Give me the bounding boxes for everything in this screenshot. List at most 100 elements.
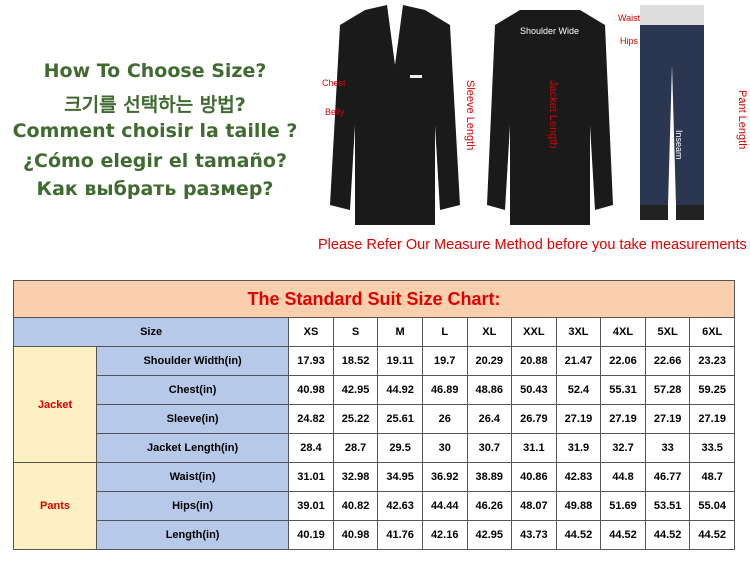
table-row: Length(in) 40.19 40.98 41.76 42.16 42.95 43.73…	[14, 520, 735, 550]
size-chart-table: The Standard Suit Size Chart: Size XS S M L X…	[12, 280, 735, 550]
table-cell: 25.22	[332, 404, 379, 434]
table-cell: 20.29	[466, 346, 513, 376]
row-label: Waist(in)	[95, 462, 290, 492]
table-cell: 38.89	[466, 462, 513, 492]
size-column-S: S	[332, 317, 379, 347]
table-cell: 17.93	[288, 346, 334, 376]
table-cell: 33	[644, 433, 691, 463]
table-cell: 41.76	[377, 520, 423, 550]
table-cell: 44.52	[644, 520, 691, 550]
table-cell: 21.47	[555, 346, 602, 376]
table-cell: 31.1	[511, 433, 557, 463]
size-column-5XL: 5XL	[644, 317, 691, 347]
table-row: Chest(in) 40.98 42.95 44.92 46.89 48.86 50.43 5…	[14, 375, 735, 405]
table-cell: 44.8	[600, 462, 646, 492]
table-cell: 29.5	[377, 433, 423, 463]
table-cell: 40.82	[332, 491, 379, 521]
table-cell: 49.88	[555, 491, 602, 521]
label-pant-length: Pant Length	[736, 90, 748, 150]
group-jacket: Jacket	[13, 346, 97, 463]
table-cell: 39.01	[288, 491, 334, 521]
table-cell: 30	[421, 433, 468, 463]
size-column-L: L	[421, 317, 468, 347]
label-belly: Belly	[325, 107, 345, 117]
size-column-M: M	[377, 317, 423, 347]
table-cell: 46.77	[644, 462, 691, 492]
table-cell: 26.4	[466, 404, 513, 434]
label-chest: Chest	[322, 78, 346, 88]
table-cell: 40.98	[288, 375, 334, 405]
table-cell: 18.52	[332, 346, 379, 376]
label-jacket-length: Jacket Length	[547, 80, 559, 149]
table-cell: 23.23	[689, 346, 735, 376]
size-column-XXL: XXL	[511, 317, 557, 347]
table-cell: 46.89	[421, 375, 468, 405]
table-cell: 44.52	[689, 520, 735, 550]
table-cell: 28.4	[288, 433, 334, 463]
table-cell: 53.51	[644, 491, 691, 521]
table-cell: 27.19	[689, 404, 735, 434]
table-cell: 46.26	[466, 491, 513, 521]
size-column-4XL: 4XL	[600, 317, 646, 347]
table-cell: 27.19	[644, 404, 691, 434]
table-cell: 36.92	[421, 462, 468, 492]
size-column-XS: XS	[288, 317, 334, 347]
table-title: The Standard Suit Size Chart:	[13, 280, 735, 318]
table-cell: 44.44	[421, 491, 468, 521]
table-cell: 20.88	[511, 346, 557, 376]
table-cell: 48.86	[466, 375, 513, 405]
table-cell: 30.7	[466, 433, 513, 463]
size-column-3XL: 3XL	[555, 317, 602, 347]
jacket-front-image	[330, 5, 460, 225]
label-shoulder: Shoulder Wide	[520, 26, 580, 36]
label-inseam: Inseam	[674, 130, 684, 160]
label-sleeve: Sleeve Length	[464, 80, 476, 151]
table-cell: 31.9	[555, 433, 602, 463]
table-cell: 51.69	[600, 491, 646, 521]
table-cell: 42.16	[421, 520, 468, 550]
table-cell: 22.06	[600, 346, 646, 376]
table-cell: 48.07	[511, 491, 557, 521]
measure-caption: Please Refer Our Measure Method before y…	[318, 237, 747, 253]
table-cell: 32.98	[332, 462, 379, 492]
label-waist: Waist	[618, 13, 641, 23]
table-cell: 26.79	[511, 404, 557, 434]
table-row: Pants Waist(in) 31.01 32.98 34.95 36.92 38.89 4…	[13, 462, 735, 550]
table-cell: 22.66	[644, 346, 691, 376]
table-cell: 52.4	[555, 375, 602, 405]
table-cell: 44.92	[377, 375, 423, 405]
table-cell: 27.19	[600, 404, 646, 434]
table-cell: 44.52	[600, 520, 646, 550]
size-column-6XL: 6XL	[689, 317, 735, 347]
heading-fr: Comment choisir la taille ?	[12, 120, 298, 142]
table-row: Jacket Length(in) 28.4 28.7 29.5 30 30.7 31.1 3…	[14, 433, 735, 463]
table-cell: 19.11	[377, 346, 423, 376]
row-label: Chest(in)	[95, 375, 290, 405]
table-cell: 32.7	[600, 433, 646, 463]
table-cell: 55.31	[600, 375, 646, 405]
table-cell: 40.98	[332, 520, 379, 550]
row-label: Sleeve(in)	[95, 404, 290, 434]
table-row: Sleeve(in) 24.82 25.22 25.61 26 26.4 26.79 27.1…	[14, 404, 735, 434]
table-row: Hips(in) 39.01 40.82 42.63 44.44 46.26 48.07 49…	[14, 491, 735, 521]
heading-es: ¿Cómo elegir el tamaño?	[22, 150, 287, 172]
table-cell: 43.73	[511, 520, 557, 550]
table-cell: 48.7	[689, 462, 735, 492]
label-hips: Hips	[620, 36, 639, 46]
table-cell: 31.01	[288, 462, 334, 492]
table-cell: 34.95	[377, 462, 423, 492]
table-cell: 19.7	[421, 346, 468, 376]
group-pants: Pants	[13, 462, 97, 550]
table-cell: 40.19	[288, 520, 334, 550]
table-cell: 33.5	[689, 433, 735, 463]
size-column-XL: XL	[466, 317, 513, 347]
row-label: Shoulder Width(in)	[95, 346, 290, 376]
row-label: Jacket Length(in)	[95, 433, 290, 463]
table-cell: 57.28	[644, 375, 691, 405]
table-cell: 24.82	[288, 404, 334, 434]
table-cell: 40.86	[511, 462, 557, 492]
table-cell: 55.04	[689, 491, 735, 521]
pants-image	[640, 5, 704, 220]
table-cell: 44.52	[555, 520, 602, 550]
row-label: Hips(in)	[95, 491, 290, 521]
